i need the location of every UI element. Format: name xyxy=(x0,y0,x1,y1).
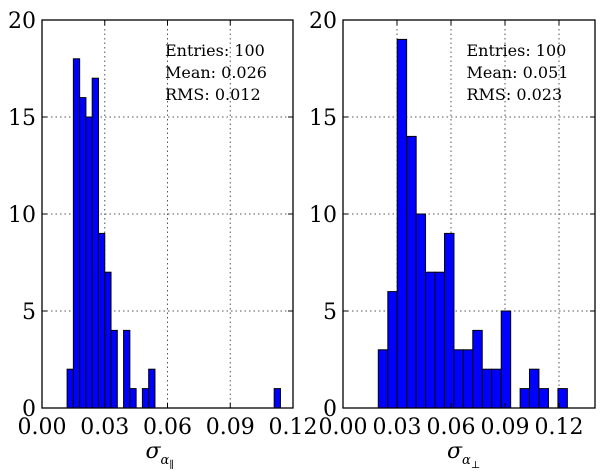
x-axis-label: σα∥ xyxy=(146,439,174,471)
histogram-bar xyxy=(434,271,445,409)
x-tick-label: 0.06 xyxy=(143,415,192,440)
x-tick-label: 0.12 xyxy=(535,415,584,440)
x-tick-labels: 0.00 0.03 0.06 0.09 0.12 xyxy=(18,415,318,440)
x-axis-subsubscript: ∥ xyxy=(169,459,174,471)
histogram-bar xyxy=(472,329,483,409)
histogram-bar xyxy=(66,368,74,409)
histogram-bar xyxy=(481,368,493,409)
x-tick-label: 0.06 xyxy=(427,415,476,440)
x-tick-label: 0.03 xyxy=(373,415,422,440)
y-tick-label: 15 xyxy=(309,106,337,131)
histogram-bar xyxy=(141,388,150,409)
histogram-bar xyxy=(538,388,549,409)
stats-rms: RMS: 0.012 xyxy=(165,85,261,104)
x-tick-labels: 0.00 0.03 0.06 0.09 0.12 xyxy=(319,415,584,440)
histogram-bar xyxy=(528,368,540,409)
histogram-bar xyxy=(500,310,512,409)
x-axis-symbol: σ xyxy=(447,439,463,464)
histogram-bar xyxy=(519,388,531,409)
histogram-bar xyxy=(425,271,436,409)
x-axis-subscript: α xyxy=(161,453,170,468)
histogram-bar xyxy=(387,291,398,409)
histogram-bar xyxy=(415,213,427,409)
histogram-panel-alpha-parallel: 0.00 0.03 0.06 0.09 0.12 0 5 10 15 20 Entries: 1… xyxy=(8,9,317,471)
histogram-bar xyxy=(72,58,81,409)
y-tick-label: 0 xyxy=(323,397,337,422)
histogram-bars xyxy=(66,58,281,409)
histogram-bar xyxy=(273,388,281,409)
stats-entries: Entries: 100 xyxy=(466,41,566,60)
stats-rms: RMS: 0.023 xyxy=(466,85,562,104)
x-tick-label: 0.03 xyxy=(80,415,129,440)
x-tick-label: 0.00 xyxy=(319,415,368,440)
stats-mean: Mean: 0.051 xyxy=(466,63,568,82)
histogram-bar xyxy=(377,349,389,409)
x-axis-subsubscript: ⊥ xyxy=(471,460,480,471)
stats-mean: Mean: 0.026 xyxy=(165,63,267,82)
y-tick-label: 20 xyxy=(309,9,337,34)
histogram-bar xyxy=(491,368,502,409)
axis-ticks xyxy=(41,19,294,409)
histogram-bar xyxy=(462,349,474,409)
x-tick-label: 0.09 xyxy=(206,415,255,440)
histogram-bar xyxy=(406,135,417,409)
histogram-bar xyxy=(110,329,118,409)
y-tick-label: 5 xyxy=(323,300,337,325)
axis-ticks xyxy=(342,19,595,409)
y-tick-label: 10 xyxy=(8,203,36,228)
histogram-bar xyxy=(444,232,455,409)
histogram-panel-alpha-perp: 0.00 0.03 0.06 0.09 0.12 0 5 10 15 20 Entries: 1… xyxy=(309,9,596,471)
x-axis-label: σα⊥ xyxy=(447,439,480,471)
histogram-bar xyxy=(97,232,106,409)
y-tick-label: 0 xyxy=(22,397,36,422)
x-axis-symbol: σ xyxy=(146,439,162,464)
stats-entries: Entries: 100 xyxy=(165,41,265,60)
y-tick-label: 10 xyxy=(309,203,337,228)
histogram-bar xyxy=(148,368,156,409)
x-tick-label: 0.00 xyxy=(18,415,67,440)
y-tick-labels: 0 5 10 15 20 xyxy=(8,9,36,422)
histogram-bar xyxy=(91,77,99,409)
histogram-bar xyxy=(85,116,93,409)
histogram-bar xyxy=(129,388,137,409)
histogram-bar xyxy=(453,349,464,409)
histogram-bar xyxy=(123,329,131,409)
y-tick-label: 15 xyxy=(8,106,36,131)
y-tick-label: 5 xyxy=(22,300,36,325)
y-tick-labels: 0 5 10 15 20 xyxy=(309,9,337,422)
x-tick-label: 0.09 xyxy=(481,415,530,440)
x-tick-label: 0.12 xyxy=(269,415,318,440)
y-tick-label: 20 xyxy=(8,9,36,34)
x-axis-subscript: α xyxy=(462,453,471,468)
histogram-bar xyxy=(104,271,112,409)
histogram-bar xyxy=(396,38,408,409)
histogram-bar xyxy=(79,97,87,409)
